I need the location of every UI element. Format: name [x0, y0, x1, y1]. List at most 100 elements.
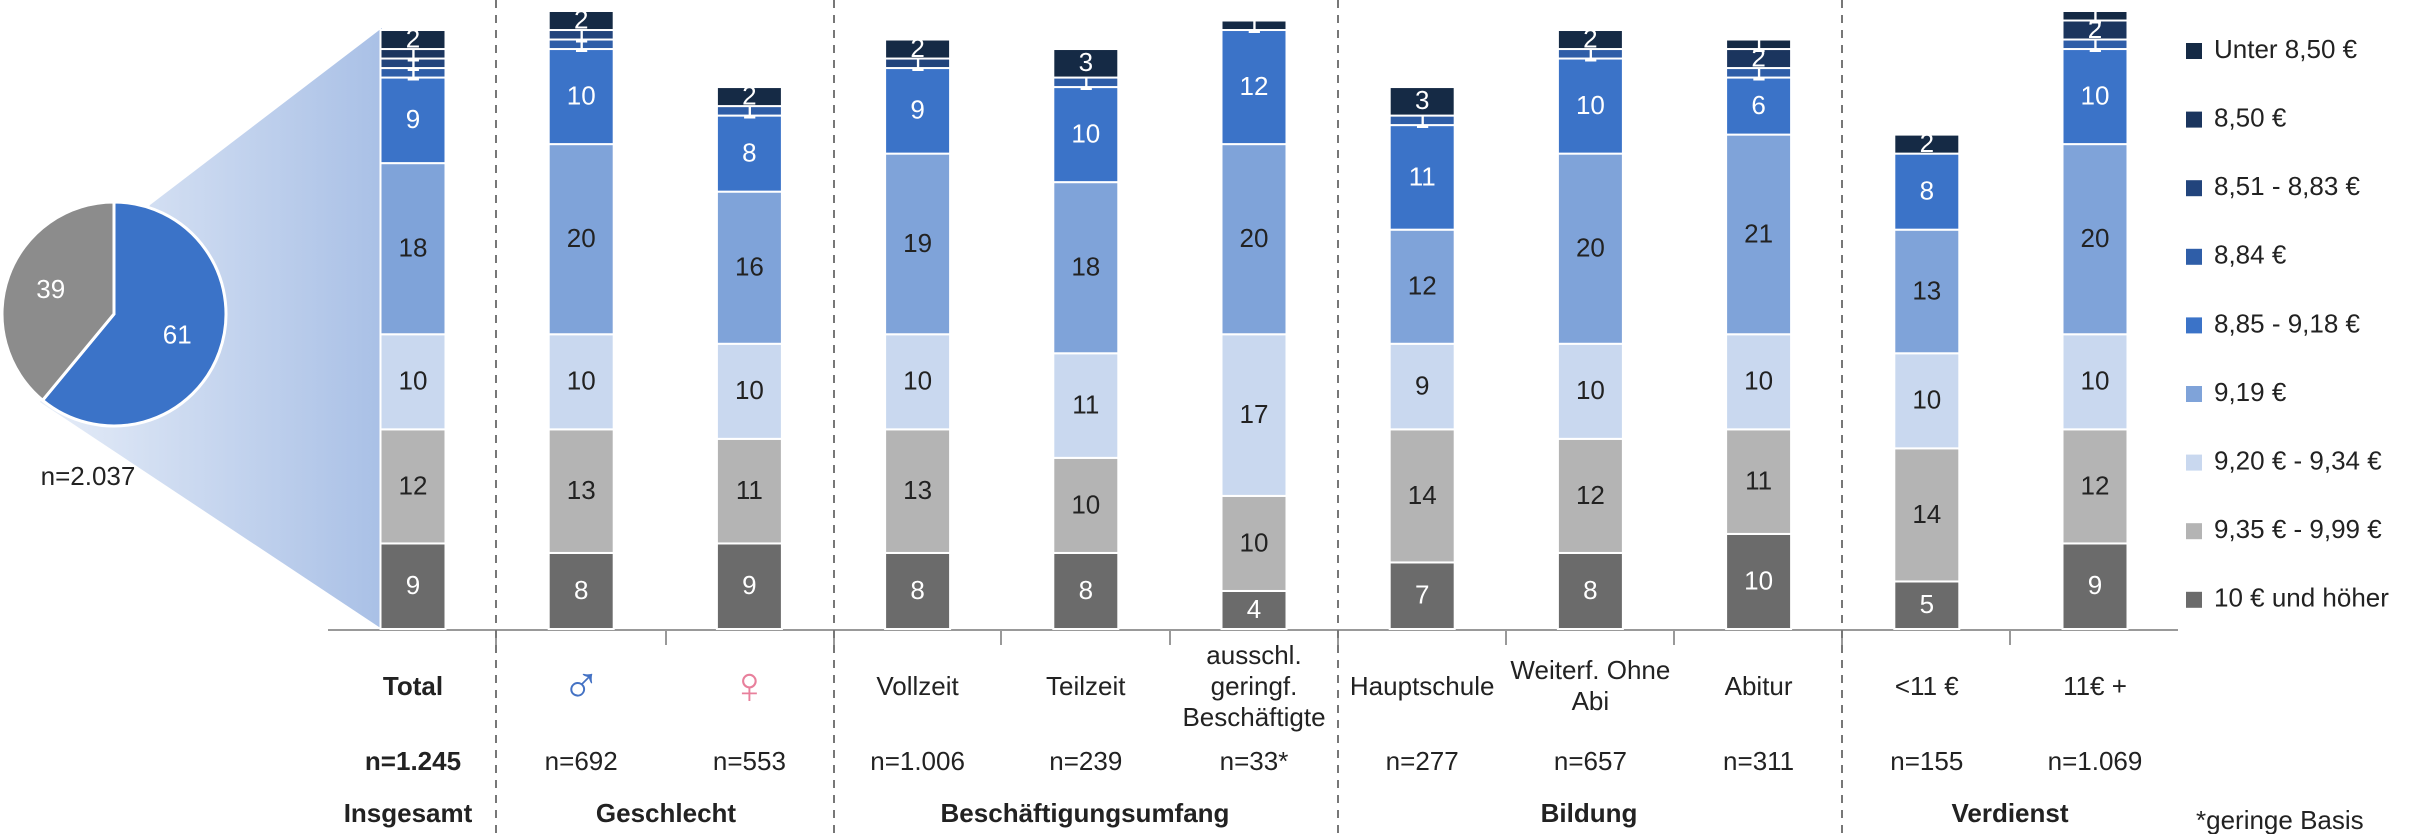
bar-segment — [2061, 333, 2129, 431]
legend-label: 8,51 - 8,83 € — [2214, 171, 2361, 201]
bar-value-label: 10 — [1744, 366, 1773, 396]
bar-segment — [1052, 48, 1120, 79]
x-category-label: Teilzeit — [1046, 670, 1126, 701]
bar-value-label: 8 — [574, 575, 588, 605]
bar-value-label: 8 — [1583, 575, 1597, 605]
bar-segment — [379, 333, 447, 431]
legend-swatch — [2186, 111, 2202, 128]
bar-segment — [547, 10, 615, 32]
x-category-label: Hauptschule — [1349, 670, 1495, 701]
bar-value-label: 10 — [567, 366, 596, 396]
bar-segment — [379, 162, 447, 336]
bar-segment — [1220, 29, 1288, 146]
bar-value-label: 10 — [2081, 80, 2110, 110]
n-label: n=311 — [1723, 746, 1794, 776]
bar-segment — [1725, 76, 1793, 136]
group-label: Bildung — [1541, 798, 1638, 828]
n-label: n=1.245 — [365, 746, 461, 776]
bar-value-label: 18 — [1071, 252, 1100, 282]
bar-value-label: 8 — [742, 137, 756, 167]
group-label: Geschlecht — [596, 798, 737, 828]
legend-swatch — [2186, 317, 2202, 334]
n-label: n=553 — [713, 746, 786, 776]
bar-value-label: 9 — [910, 95, 924, 125]
bar-value-label: 8 — [1079, 575, 1093, 605]
n-label: n=1.006 — [870, 746, 965, 776]
bar-value-label: 11 — [1745, 466, 1772, 496]
bar-value-label: 2 — [742, 80, 756, 110]
bar-segment — [2061, 10, 2129, 22]
bar-value-label: 2 — [574, 4, 588, 34]
bar-value-label: 10 — [399, 366, 428, 396]
bar-value-label: 4 — [1247, 594, 1261, 624]
legend-label: 8,84 € — [2214, 240, 2287, 270]
n-label: n=1.069 — [2048, 746, 2143, 776]
bar-value-label: 14 — [1912, 499, 1941, 529]
bar-segment — [1893, 580, 1961, 631]
bar-value-label: 9 — [2088, 570, 2102, 600]
bar-value-label: 13 — [567, 475, 596, 505]
bar-segment — [1220, 143, 1288, 336]
n-label: n=692 — [545, 746, 618, 776]
bar-value-label: 12 — [1408, 271, 1437, 301]
bar-value-label: 12 — [399, 470, 428, 500]
bar-value-label: 20 — [2081, 223, 2110, 253]
legend-swatch — [2186, 43, 2202, 59]
legend-label: Unter 8,50 € — [2214, 34, 2358, 64]
bar-segment — [1388, 342, 1456, 431]
bar-segment — [1893, 352, 1961, 450]
bar-segment — [884, 333, 952, 431]
bar-segment — [1893, 447, 1961, 583]
bar-value-label: 10 — [1576, 90, 1605, 120]
pie-label: 39 — [36, 274, 65, 304]
bar-segment — [715, 542, 783, 631]
legend-label: 8,85 - 9,18 € — [2214, 308, 2361, 338]
bar-value-label: 2 — [910, 33, 924, 63]
bar-value-label: 9 — [406, 570, 420, 600]
bar-value-label: 8 — [910, 575, 924, 605]
bar-segment — [2061, 48, 2129, 146]
bar-segment — [1220, 494, 1288, 592]
bar-value-label: 20 — [567, 223, 596, 253]
bar-value-label: 10 — [1240, 527, 1269, 557]
x-category-label: Weiterf. Ohne Abi — [1510, 655, 1671, 716]
bar-value-label: 1 — [2088, 0, 2102, 30]
bar-segment — [2061, 143, 2129, 336]
x-category-label: Vollzeit — [876, 670, 959, 701]
legend-swatch — [2186, 386, 2202, 402]
bar-segment — [1556, 437, 1624, 554]
bar-value-label: 10 — [1071, 118, 1100, 148]
x-category-label: <11 € — [1894, 670, 1959, 701]
legend-swatch — [2186, 454, 2202, 471]
bar-value-label: 11 — [736, 475, 763, 505]
legend-label: 10 € und höher — [2214, 583, 2389, 613]
bar-value-label: 14 — [1408, 480, 1437, 510]
bar-value-label: 20 — [1240, 223, 1269, 253]
bar-value-label: 10 — [1744, 565, 1773, 595]
bar-value-label: 9 — [406, 104, 420, 134]
bar-segment — [2061, 542, 2129, 631]
bar-segment — [715, 342, 783, 440]
group-label: Beschäftigungsumfang — [941, 798, 1230, 828]
bar-value-label: 12 — [1240, 71, 1269, 101]
legend-label: 8,50 € — [2214, 102, 2287, 132]
bar-value-label: 10 — [2081, 366, 2110, 396]
bar-segment — [547, 428, 615, 554]
bar-segment — [1388, 86, 1456, 117]
bar-segment — [1893, 152, 1961, 231]
bar-value-label: 6 — [1751, 90, 1765, 120]
bar-segment — [1893, 228, 1961, 355]
bar-segment — [379, 29, 447, 51]
bar-segment — [715, 437, 783, 545]
bar-segment — [884, 551, 952, 631]
x-category-label: Total — [382, 670, 444, 701]
bar-segment — [1725, 38, 1793, 51]
pie-slice — [40, 200, 228, 428]
legend-label: 9,19 € — [2214, 377, 2287, 407]
bar-value-label: 10 — [1071, 489, 1100, 519]
bar-value-label: 1 — [1247, 9, 1261, 39]
bar-segment — [1052, 352, 1120, 459]
x-category-label: 11€ + — [2063, 670, 2127, 701]
group-label: Insgesamt — [344, 798, 473, 828]
bar-segment — [1556, 29, 1624, 51]
